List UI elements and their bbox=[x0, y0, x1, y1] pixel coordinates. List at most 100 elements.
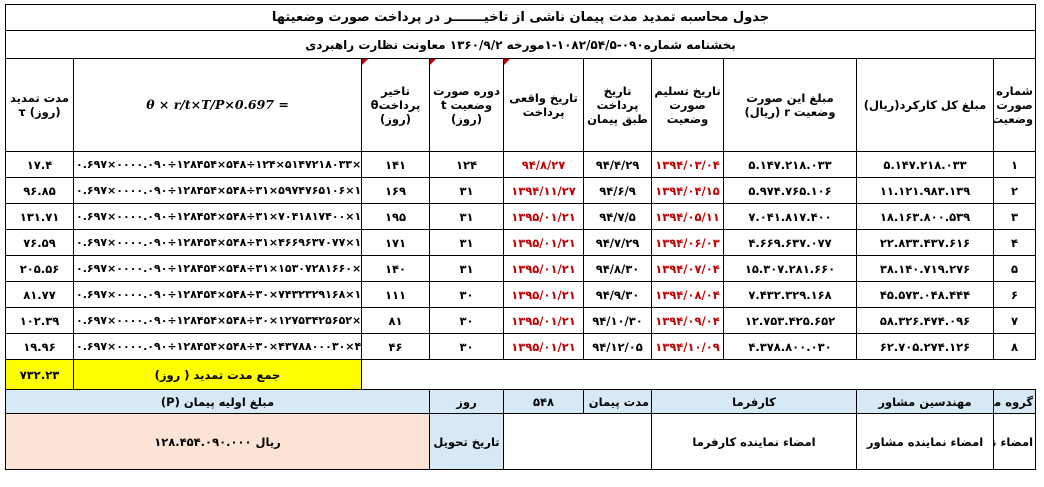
blank-area bbox=[362, 360, 1036, 390]
cell-contract-amount: ۶۲.۷۰۵.۲۷۴.۱۲۶ bbox=[856, 333, 994, 360]
table-row: ۱۷.۴ ۰.۶۹۷×۰۰۰۰.۰۹۰÷۱۲۸۴۵۴×۵۴۸÷۱۲۴×۵۱۴۷۲۱… bbox=[5, 151, 1037, 178]
cell-delivery-date: ۱۳۹۴/۰۶/۰۳ bbox=[651, 229, 724, 256]
cell-actual-pay-date: ۱۳۹۵/۰۱/۲۱ bbox=[503, 333, 584, 360]
consultant-label: مهندسین مشاور bbox=[856, 389, 994, 414]
header-delay: تاخیر پرداختθ (روز) bbox=[361, 58, 430, 152]
cell-delivery-date: ۱۳۹۴/۰۴/۱۵ bbox=[651, 177, 724, 204]
cell-formula: ۰.۶۹۷×۰۰۰۰.۰۹۰÷۱۲۸۴۵۴×۵۴۸÷۳۱×۴۶۶۹۶۳۷۰۷۷×… bbox=[73, 229, 362, 256]
table-row: ۱۳۱.۷۱ ۰.۶۹۷×۰۰۰۰.۰۹۰÷۱۲۸۴۵۴×۵۴۸÷۳۱×۷۰۴۱۸… bbox=[5, 203, 1037, 230]
cell-extension: ۷۶.۵۹ bbox=[5, 229, 74, 256]
cell-contract-pay-date: ۹۴/۹/۳۰ bbox=[583, 281, 652, 308]
cell-formula: ۰.۶۹۷×۰۰۰۰.۰۹۰÷۱۲۸۴۵۴×۵۴۸÷۳۱×۵۹۷۴۷۶۵۱۰۶×… bbox=[73, 177, 362, 204]
initial-amount-value: ریال ۱۲۸.۴۵۴.۰۹۰.۰۰۰ bbox=[5, 413, 430, 470]
header-formula: θ × r/t×T/P×0.697 = bbox=[73, 58, 362, 152]
header-actual-pay-date: تاریخ واقعی پرداخت bbox=[503, 58, 584, 152]
cell-contract-pay-date: ۹۴/۸/۳۰ bbox=[583, 255, 652, 282]
cell-extension: ۸۱.۷۷ bbox=[5, 281, 74, 308]
table-row: ۱۰۲.۳۹ ۰.۶۹۷×۰۰۰۰.۰۹۰÷۱۲۸۴۵۴×۵۴۸÷۳۰×۱۲۷۵۳… bbox=[5, 307, 1037, 334]
cell-statement-amount: ۱۵.۳۰۷.۲۸۱.۶۶۰ bbox=[723, 255, 857, 282]
cell-delay: ۱۱۱ bbox=[361, 281, 430, 308]
cell-contract-pay-date: ۹۴/۶/۹ bbox=[583, 177, 652, 204]
header-contract-amount: مبلغ کل کارکرد(ریال) bbox=[856, 58, 994, 152]
header-period: دوره صورت وضعیت t (روز) bbox=[429, 58, 504, 152]
cell-period: ۳۰ bbox=[429, 333, 504, 360]
table-row: ۲۰۵.۵۶ ۰.۶۹۷×۰۰۰۰.۰۹۰÷۱۲۸۴۵۴×۵۴۸÷۳۱×۱۵۳۰۷… bbox=[5, 255, 1037, 282]
cell-delay: ۸۱ bbox=[361, 307, 430, 334]
cell-period: ۳۱ bbox=[429, 203, 504, 230]
cell-delivery-date: ۱۳۹۴/۰۸/۰۴ bbox=[651, 281, 724, 308]
cell-extension: ۱۳۱.۷۱ bbox=[5, 203, 74, 230]
table-title: جدول محاسبه تمدید مدت پیمان ناشی از تاخی… bbox=[4, 4, 1037, 31]
cell-contract-amount: ۳۸.۱۴۰.۷۱۹.۲۷۶ bbox=[856, 255, 994, 282]
day-unit: روز bbox=[429, 389, 504, 414]
delivery-date-cell[interactable] bbox=[503, 413, 652, 470]
employer-label: کارفرما bbox=[651, 389, 857, 414]
cell-actual-pay-date: ۹۴/۸/۲۷ bbox=[503, 151, 584, 178]
table-row: ۸۱.۷۷ ۰.۶۹۷×۰۰۰۰.۰۹۰÷۱۲۸۴۵۴×۵۴۸÷۳۰×۷۴۳۲۳۲… bbox=[5, 281, 1037, 308]
cell-period: ۳۱ bbox=[429, 229, 504, 256]
circular-reference: بخشنامه شماره۰۹۰-۱۰۸۲/۵۴/۵-۱مورخه ۱۳۶۰/۹… bbox=[4, 30, 1037, 59]
cell-contract-amount: ۱۱.۱۲۱.۹۸۳.۱۳۹ bbox=[856, 177, 994, 204]
cell-formula: ۰.۶۹۷×۰۰۰۰.۰۹۰÷۱۲۸۴۵۴×۵۴۸÷۳۰×۴۳۷۸۸۰۰۰۳۰×… bbox=[73, 333, 362, 360]
cell-seq: ۲ bbox=[992, 177, 1037, 204]
cell-period: ۳۱ bbox=[429, 255, 504, 282]
cell-delay: ۱۹۵ bbox=[361, 203, 430, 230]
cell-delivery-date: ۱۳۹۴/۰۹/۰۴ bbox=[651, 307, 724, 334]
table-row: ۹۶.۸۵ ۰.۶۹۷×۰۰۰۰.۰۹۰÷۱۲۸۴۵۴×۵۴۸÷۳۱×۵۹۷۴۷۶… bbox=[5, 177, 1037, 204]
header-contract-pay-date: تاریخ پرداخت طبق پیمان bbox=[583, 58, 652, 152]
data-rows: ۱۷.۴ ۰.۶۹۷×۰۰۰۰.۰۹۰÷۱۲۸۴۵۴×۵۴۸÷۱۲۴×۵۱۴۷۲۱… bbox=[5, 151, 1037, 360]
cell-seq: ۴ bbox=[992, 229, 1037, 256]
cell-period: ۳۱ bbox=[429, 177, 504, 204]
cell-delay: ۴۶ bbox=[361, 333, 430, 360]
cell-statement-amount: ۴.۳۷۸.۸۰۰.۰۳۰ bbox=[723, 333, 857, 360]
cell-statement-amount: ۱۲.۷۵۳.۴۲۵.۶۵۲ bbox=[723, 307, 857, 334]
cell-seq: ۸ bbox=[992, 333, 1037, 360]
cell-contract-amount: ۱۸.۱۶۳.۸۰۰.۵۳۹ bbox=[856, 203, 994, 230]
cell-statement-amount: ۵.۱۴۷.۲۱۸.۰۳۳ bbox=[723, 151, 857, 178]
cell-contract-pay-date: ۹۴/۱۰/۳۰ bbox=[583, 307, 652, 334]
cell-delivery-date: ۱۳۹۴/۱۰/۰۹ bbox=[651, 333, 724, 360]
group-label: گروه مشارکت bbox=[992, 389, 1037, 414]
header-seq: شماره صورت وضعیت bbox=[992, 58, 1037, 152]
cell-formula: ۰.۶۹۷×۰۰۰۰.۰۹۰÷۱۲۸۴۵۴×۵۴۸÷۱۲۴×۵۱۴۷۲۱۸۰۳۳… bbox=[73, 151, 362, 178]
cell-extension: ۱۷.۴ bbox=[5, 151, 74, 178]
cell-delay: ۱۴۱ bbox=[361, 151, 430, 178]
cell-delay: ۱۷۱ bbox=[361, 229, 430, 256]
cell-delay: ۱۶۹ bbox=[361, 177, 430, 204]
cell-formula: ۰.۶۹۷×۰۰۰۰.۰۹۰÷۱۲۸۴۵۴×۵۴۸÷۳۰×۱۲۷۵۳۴۲۵۶۵۲… bbox=[73, 307, 362, 334]
cell-actual-pay-date: ۱۳۹۴/۱۱/۲۷ bbox=[503, 177, 584, 204]
cell-statement-amount: ۴.۶۶۹.۶۳۷.۰۷۷ bbox=[723, 229, 857, 256]
table-row: ۱۹.۹۶ ۰.۶۹۷×۰۰۰۰.۰۹۰÷۱۲۸۴۵۴×۵۴۸÷۳۰×۴۳۷۸۸۰… bbox=[5, 333, 1037, 360]
cell-statement-amount: ۷.۰۴۱.۸۱۷.۴۰۰ bbox=[723, 203, 857, 230]
cell-formula: ۰.۶۹۷×۰۰۰۰.۰۹۰÷۱۲۸۴۵۴×۵۴۸÷۳۱×۱۵۳۰۷۲۸۱۶۶۰… bbox=[73, 255, 362, 282]
cell-extension: ۲۰۵.۵۶ bbox=[5, 255, 74, 282]
cell-formula: ۰.۶۹۷×۰۰۰۰.۰۹۰÷۱۲۸۴۵۴×۵۴۸÷۳۱×۷۰۴۱۸۱۷۴۰۰×… bbox=[73, 203, 362, 230]
cell-actual-pay-date: ۱۳۹۵/۰۱/۲۱ bbox=[503, 229, 584, 256]
cell-actual-pay-date: ۱۳۹۵/۰۱/۲۱ bbox=[503, 281, 584, 308]
delivery-date-label: تاریخ تحویل bbox=[429, 413, 504, 470]
cell-contract-amount: ۲۲.۸۳۳.۴۳۷.۶۱۶ bbox=[856, 229, 994, 256]
cell-seq: ۶ bbox=[992, 281, 1037, 308]
employer-signature: امضاء نماینده کارفرما bbox=[651, 413, 857, 470]
initial-amount-label: مبلغ اولیه پیمان (P) bbox=[5, 389, 430, 414]
cell-period: ۳۰ bbox=[429, 307, 504, 334]
cell-actual-pay-date: ۱۳۹۵/۰۱/۲۱ bbox=[503, 203, 584, 230]
cell-extension: ۱۹.۹۶ bbox=[5, 333, 74, 360]
cell-statement-amount: ۷.۴۳۲.۳۲۹.۱۶۸ bbox=[723, 281, 857, 308]
cell-contract-pay-date: ۹۴/۷/۵ bbox=[583, 203, 652, 230]
calc-table: جدول محاسبه تمدید مدت پیمان ناشی از تاخی… bbox=[4, 4, 1037, 470]
cell-seq: ۵ bbox=[992, 255, 1037, 282]
cell-actual-pay-date: ۱۳۹۵/۰۱/۲۱ bbox=[503, 255, 584, 282]
cell-contract-pay-date: ۹۴/۴/۲۹ bbox=[583, 151, 652, 178]
consultant-signature: امضاء نماینده مشاور bbox=[856, 413, 994, 470]
total-label: جمع مدت تمدید ( روز) bbox=[73, 359, 362, 390]
cell-contract-pay-date: ۹۴/۷/۲۹ bbox=[583, 229, 652, 256]
cell-seq: ۳ bbox=[992, 203, 1037, 230]
duration-label: مدت پیمان (T bbox=[583, 389, 652, 414]
cell-actual-pay-date: ۱۳۹۵/۰۱/۲۱ bbox=[503, 307, 584, 334]
total-value: ۷۳۲.۲۳ bbox=[5, 359, 74, 390]
cell-extension: ۱۰۲.۳۹ bbox=[5, 307, 74, 334]
cell-period: ۱۲۴ bbox=[429, 151, 504, 178]
cell-formula: ۰.۶۹۷×۰۰۰۰.۰۹۰÷۱۲۸۴۵۴×۵۴۸÷۳۰×۷۴۳۲۳۲۹۱۶۸×… bbox=[73, 281, 362, 308]
